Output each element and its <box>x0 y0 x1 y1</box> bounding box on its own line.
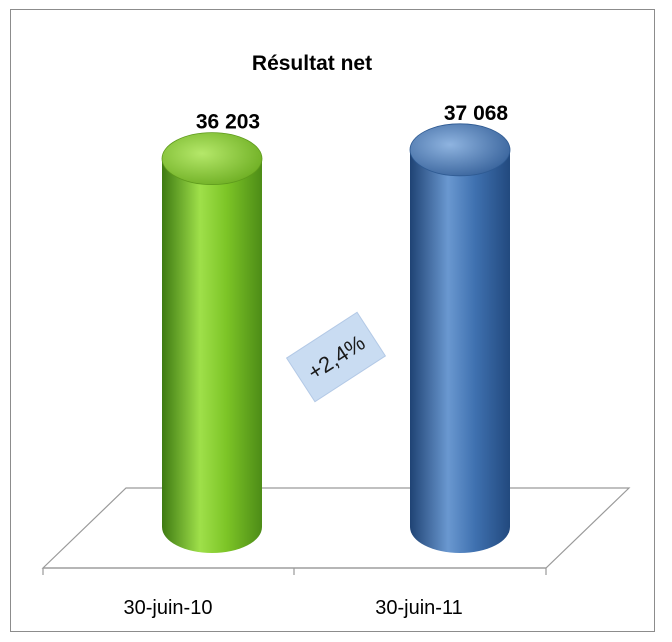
data-label: 36 203 <box>196 111 260 134</box>
category-label: 30-juin-11 <box>375 597 462 619</box>
bar-top <box>409 123 511 177</box>
bar-0 <box>161 132 263 553</box>
bars-group <box>161 123 511 553</box>
bar-top <box>161 132 263 186</box>
category-label: 30-juin-10 <box>124 597 213 619</box>
bar-body <box>162 158 262 553</box>
data-label: 37 068 <box>444 102 509 125</box>
bar-1 <box>409 123 511 553</box>
chart-title: Résultat net <box>252 52 372 75</box>
growth-annotation: +2,4% <box>285 311 387 403</box>
bar-body <box>410 149 510 553</box>
chart-floor <box>41 487 631 569</box>
